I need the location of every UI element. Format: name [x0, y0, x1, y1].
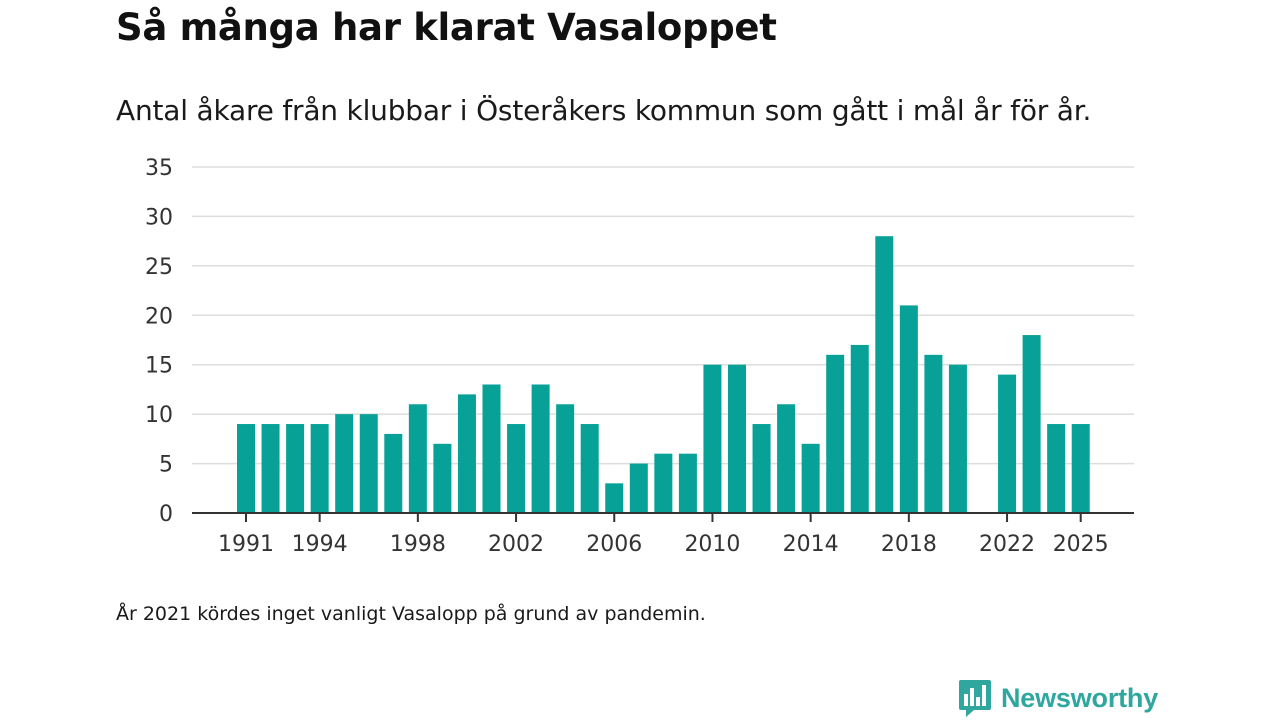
x-tick-label: 2006	[586, 532, 642, 557]
bar-2012	[752, 424, 771, 513]
brand-name: Newsworthy	[1001, 682, 1159, 713]
bar-2010	[703, 364, 722, 513]
bar-2014	[801, 443, 820, 513]
bar-2015	[826, 354, 845, 513]
x-tick-label: 1994	[292, 532, 348, 557]
bar-1996	[359, 414, 378, 513]
gridlines	[192, 166, 1134, 465]
bar-2020	[948, 364, 967, 513]
chart-title: Så många har klarat Vasaloppet	[116, 6, 777, 49]
y-tick-label: 10	[145, 403, 173, 428]
bar-1997	[384, 433, 403, 513]
bar-2025	[1071, 424, 1090, 513]
bar-2009	[678, 453, 697, 513]
bar-2017	[875, 236, 894, 513]
bar-2006	[605, 483, 624, 513]
y-tick-label: 20	[145, 304, 173, 329]
x-tick-label: 2022	[979, 532, 1035, 557]
x-tick-label: 2025	[1053, 532, 1109, 557]
x-tick-label: 1991	[218, 532, 274, 557]
bar-1998	[408, 404, 427, 513]
footnote: År 2021 kördes inget vanligt Vasalopp på…	[116, 603, 706, 625]
y-tick-label: 0	[159, 502, 173, 527]
bar-1993	[286, 424, 305, 513]
bar-2002	[507, 424, 526, 513]
bar-2023	[1022, 335, 1041, 513]
bars	[237, 236, 1090, 513]
bar-1999	[433, 443, 452, 513]
y-tick-label: 30	[145, 205, 173, 230]
newsworthy-logo[interactable]: Newsworthy	[958, 678, 1158, 718]
y-tick-label: 25	[145, 255, 173, 280]
bar-2011	[728, 364, 746, 513]
bar-2003	[531, 384, 550, 513]
bar-2019	[924, 354, 943, 513]
bar-2005	[580, 424, 599, 513]
y-tick-label: 35	[145, 156, 173, 181]
bar-2004	[556, 404, 575, 513]
bar-1995	[335, 414, 354, 513]
x-tick-label: 2018	[881, 532, 937, 557]
x-tick-label: 2010	[684, 532, 740, 557]
bar-2016	[850, 344, 869, 513]
chart-subtitle: Antal åkare från klubbar i Österåkers ko…	[116, 94, 1092, 127]
bar-2018	[899, 305, 918, 513]
bar-2013	[777, 404, 796, 513]
x-tick-label: 1998	[390, 532, 446, 557]
y-tick-label: 5	[159, 453, 173, 478]
y-tick-label: 15	[145, 354, 173, 379]
x-tick-label: 2002	[488, 532, 544, 557]
bar-2001	[482, 384, 501, 513]
bar-1994	[310, 424, 329, 513]
bar-2000	[457, 394, 476, 513]
bar-2008	[654, 453, 673, 513]
x-tick-label: 2014	[783, 532, 839, 557]
bar-1991	[237, 424, 255, 513]
bar-2022	[998, 374, 1017, 513]
bar-2007	[629, 463, 648, 513]
bar-chart-speech-bubble-icon	[959, 680, 991, 717]
bar-1992	[261, 424, 280, 513]
bar-2024	[1047, 424, 1066, 513]
